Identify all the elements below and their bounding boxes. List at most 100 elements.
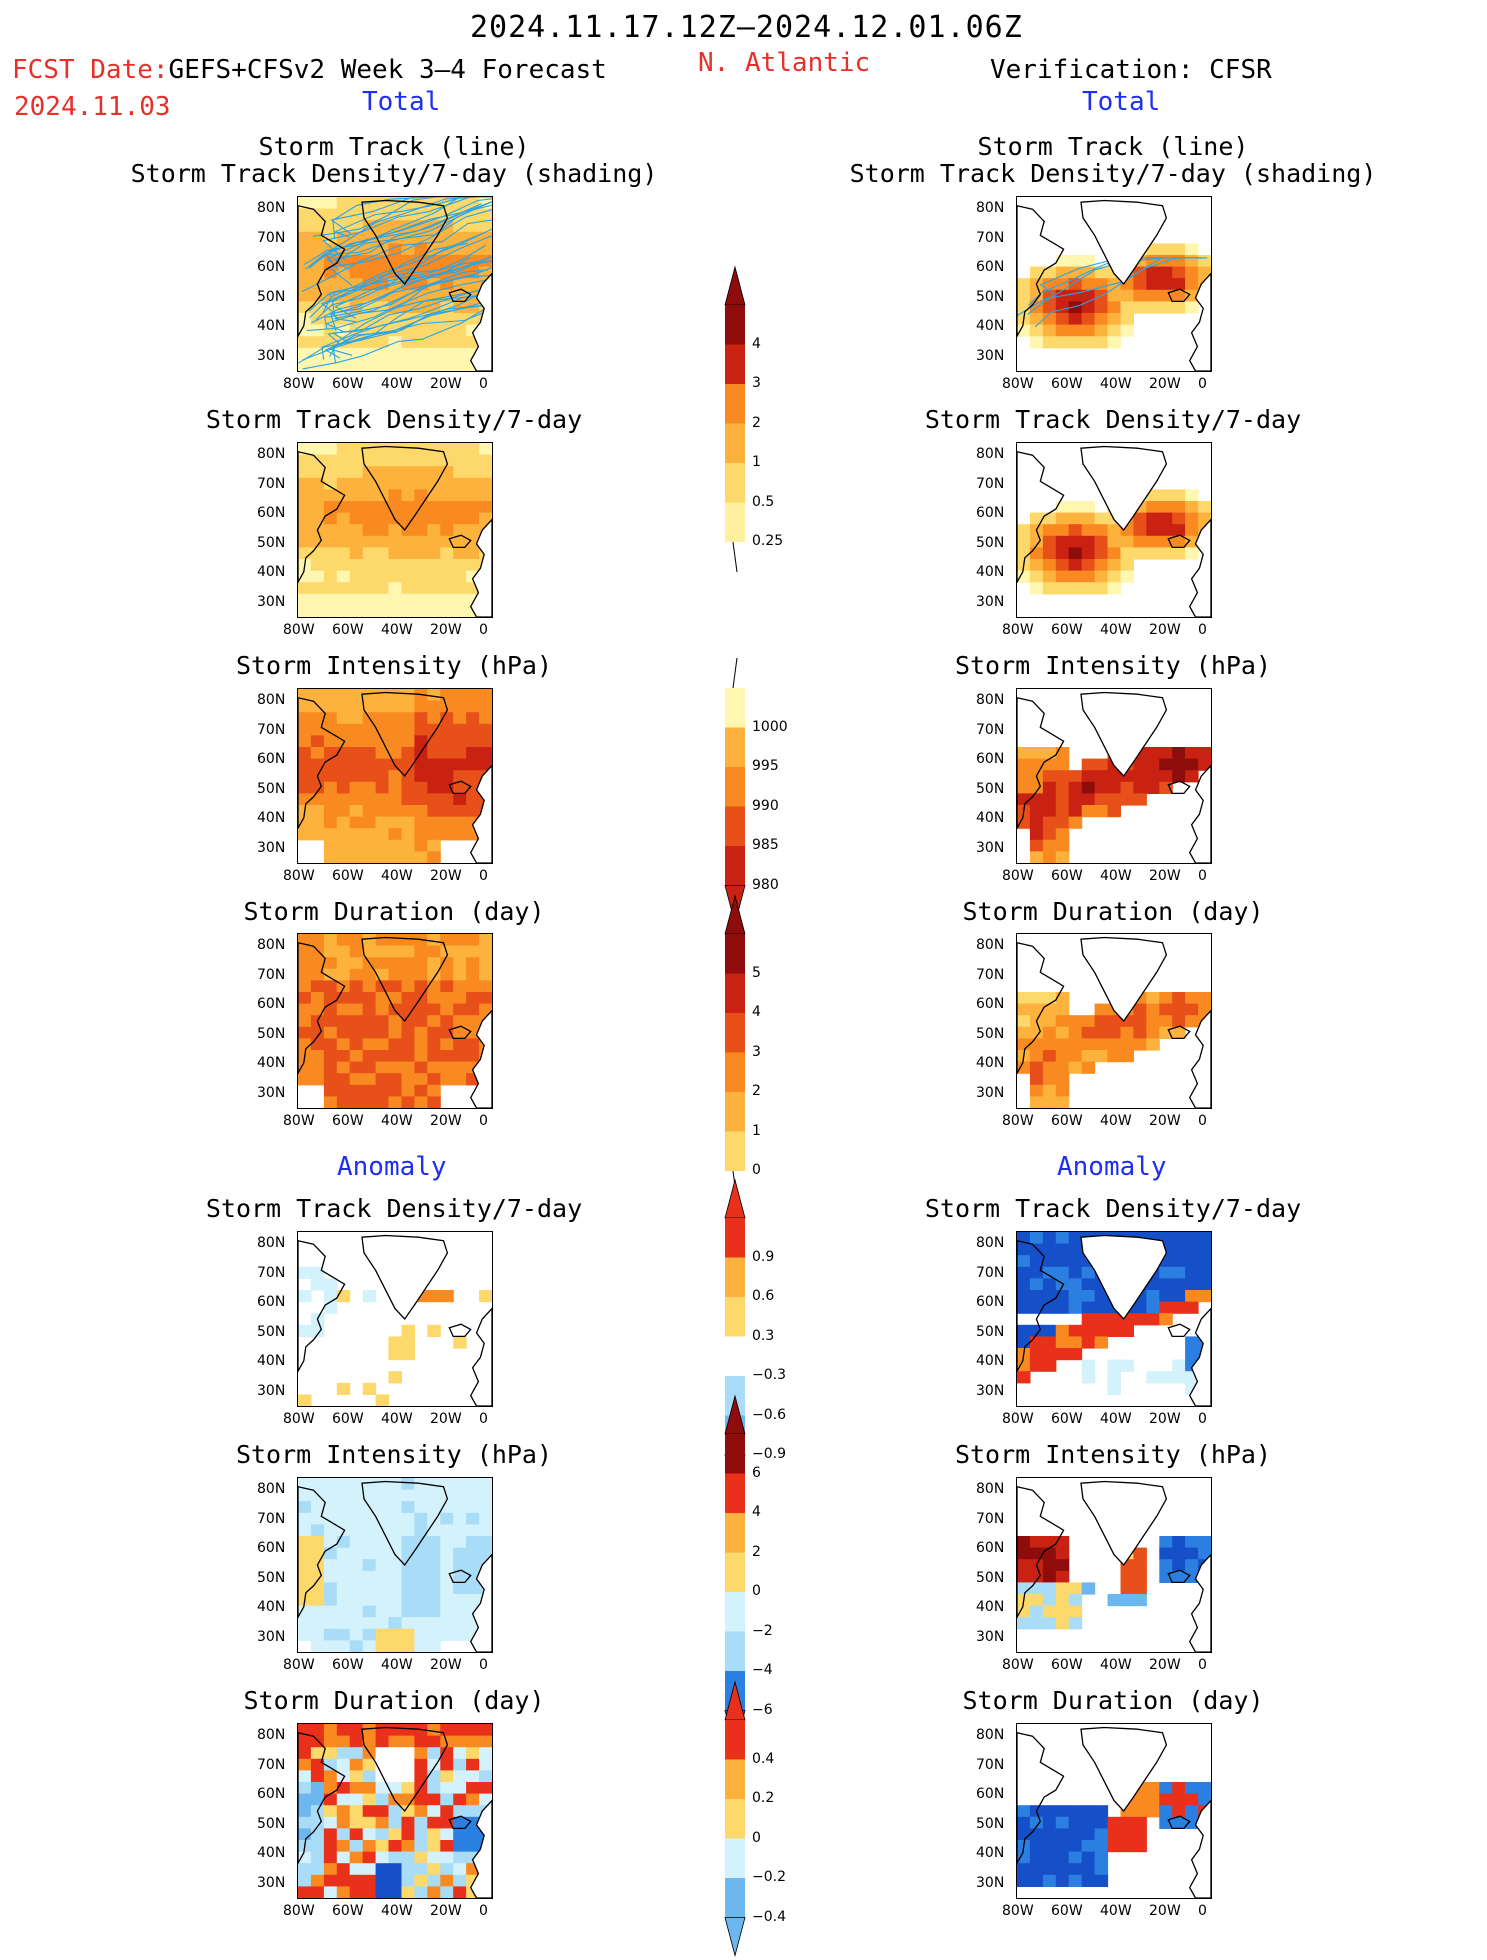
panel-title-line1: Storm Track (line): [258, 132, 530, 161]
lon-label: 20W: [1149, 376, 1181, 392]
lat-label: 80N: [257, 1481, 286, 1497]
lon-label: 80W: [1002, 1657, 1034, 1673]
lon-label: 0: [1198, 868, 1207, 884]
panel-title: Storm Duration (day): [962, 897, 1264, 926]
panel-title: Storm Track Density/7-day: [924, 1194, 1302, 1223]
lat-label: 40N: [257, 1055, 286, 1071]
fcst-date-value: 2024.11.03: [14, 92, 171, 122]
lon-label: 60W: [1051, 1411, 1083, 1427]
lat-label: 30N: [976, 347, 1005, 364]
intensity-anom-colorbar-label: 0: [752, 1583, 761, 1599]
lon-label: 0: [479, 868, 488, 884]
lon-label: 60W: [332, 1903, 364, 1919]
panel-title-line1: Storm Track (line): [977, 132, 1249, 161]
lon-label: 0: [1198, 1411, 1207, 1427]
lon-label: 20W: [430, 622, 462, 638]
density-total-colorbar-label: 3: [752, 375, 761, 391]
lon-label: 40W: [381, 1411, 413, 1427]
lat-label: 70N: [976, 1264, 1005, 1281]
lat-label: 40N: [257, 1353, 286, 1369]
lat-label: 60N: [976, 505, 1005, 521]
duration-anom-colorbar: [724, 1680, 746, 1958]
lat-label: 70N: [976, 721, 1005, 738]
lon-label: 80W: [1002, 376, 1034, 392]
lon-label: 40W: [381, 622, 413, 638]
lat-label: 30N: [976, 1084, 1005, 1101]
lon-label: 60W: [332, 1411, 364, 1427]
lat-label: 80N: [257, 937, 286, 953]
lat-label: 50N: [257, 288, 286, 305]
lon-label: 20W: [1149, 868, 1181, 884]
forecast-dens_anom-map: [297, 1231, 493, 1407]
lon-label: 80W: [1002, 1903, 1034, 1919]
lat-label: 60N: [976, 996, 1005, 1012]
lon-label: 40W: [381, 1657, 413, 1673]
panel-title: Storm Intensity (hPa): [235, 651, 553, 680]
verification-label: Verification: CFSR: [990, 55, 1272, 85]
lat-label: 30N: [257, 1382, 286, 1399]
duration-anom-colorbar-label: 0.2: [752, 1790, 775, 1806]
lat-label: 60N: [976, 1786, 1005, 1802]
lat-label: 80N: [976, 446, 1005, 462]
lat-label: 80N: [976, 1727, 1005, 1743]
lat-label: 30N: [257, 347, 286, 364]
density-anom-colorbar-label: −0.6: [752, 1406, 786, 1423]
lon-label: 20W: [1149, 622, 1181, 638]
lon-label: 20W: [430, 1411, 462, 1427]
lat-label: 40N: [976, 318, 1005, 334]
lon-label: 40W: [1100, 1903, 1132, 1919]
lat-label: 70N: [976, 229, 1005, 246]
duration-total-colorbar-label: 4: [752, 1004, 761, 1020]
lon-label: 0: [1198, 1657, 1207, 1673]
date-range-title: 2024.11.17.12Z–2024.12.01.06Z: [470, 10, 1023, 45]
lat-label: 40N: [257, 810, 286, 826]
intensity-anom-colorbar-label: −4: [752, 1662, 773, 1678]
lon-label: 60W: [1051, 376, 1083, 392]
lat-label: 80N: [257, 446, 286, 462]
lat-label: 30N: [257, 839, 286, 856]
forecast-dur_anom-map: [297, 1723, 493, 1899]
lon-label: 40W: [1100, 622, 1132, 638]
lon-label: 60W: [332, 376, 364, 392]
lat-label: 50N: [976, 1815, 1005, 1832]
lat-label: 40N: [976, 810, 1005, 826]
lon-label: 20W: [1149, 1657, 1181, 1673]
lat-label: 50N: [976, 1323, 1005, 1340]
lat-label: 30N: [976, 1382, 1005, 1399]
lon-label: 80W: [1002, 622, 1034, 638]
intensity-total-colorbar-label: 985: [752, 837, 779, 853]
lat-label: 30N: [976, 593, 1005, 610]
lon-label: 60W: [1051, 868, 1083, 884]
density-total-colorbar: [724, 265, 746, 573]
lat-label: 70N: [976, 966, 1005, 983]
lat-label: 30N: [257, 1084, 286, 1101]
intensity-total-colorbar-label: 995: [752, 758, 779, 774]
lat-label: 40N: [976, 1055, 1005, 1071]
lon-label: 20W: [1149, 1411, 1181, 1427]
lat-label: 50N: [257, 780, 286, 797]
lon-label: 20W: [430, 1113, 462, 1129]
lon-label: 80W: [1002, 1113, 1034, 1129]
lon-label: 20W: [430, 1657, 462, 1673]
forecast-int_anom-map: [297, 1477, 493, 1653]
lat-label: 70N: [257, 475, 286, 492]
lat-label: 30N: [976, 1628, 1005, 1645]
lat-label: 60N: [976, 1540, 1005, 1556]
fcst-prefix: FCST Date:: [12, 55, 169, 85]
lon-label: 40W: [1100, 1113, 1132, 1129]
lon-label: 0: [479, 1113, 488, 1129]
lon-label: 60W: [332, 622, 364, 638]
forecast-density-map: [297, 442, 493, 618]
lon-label: 80W: [283, 868, 315, 884]
lon-label: 60W: [332, 868, 364, 884]
lon-label: 60W: [332, 1657, 364, 1673]
lat-label: 80N: [257, 1235, 286, 1251]
lon-label: 40W: [1100, 868, 1132, 884]
fcst-date-label: FCST Date:GEFS+CFSv2 Week 3–4 Forecast: [12, 55, 607, 85]
lat-label: 80N: [976, 692, 1005, 708]
density-anom-colorbar-label: 0.9: [752, 1248, 775, 1265]
lat-label: 50N: [257, 1323, 286, 1340]
lon-label: 80W: [283, 1411, 315, 1427]
lon-label: 60W: [1051, 1113, 1083, 1129]
intensity-anom-colorbar-label: 6: [752, 1464, 761, 1481]
